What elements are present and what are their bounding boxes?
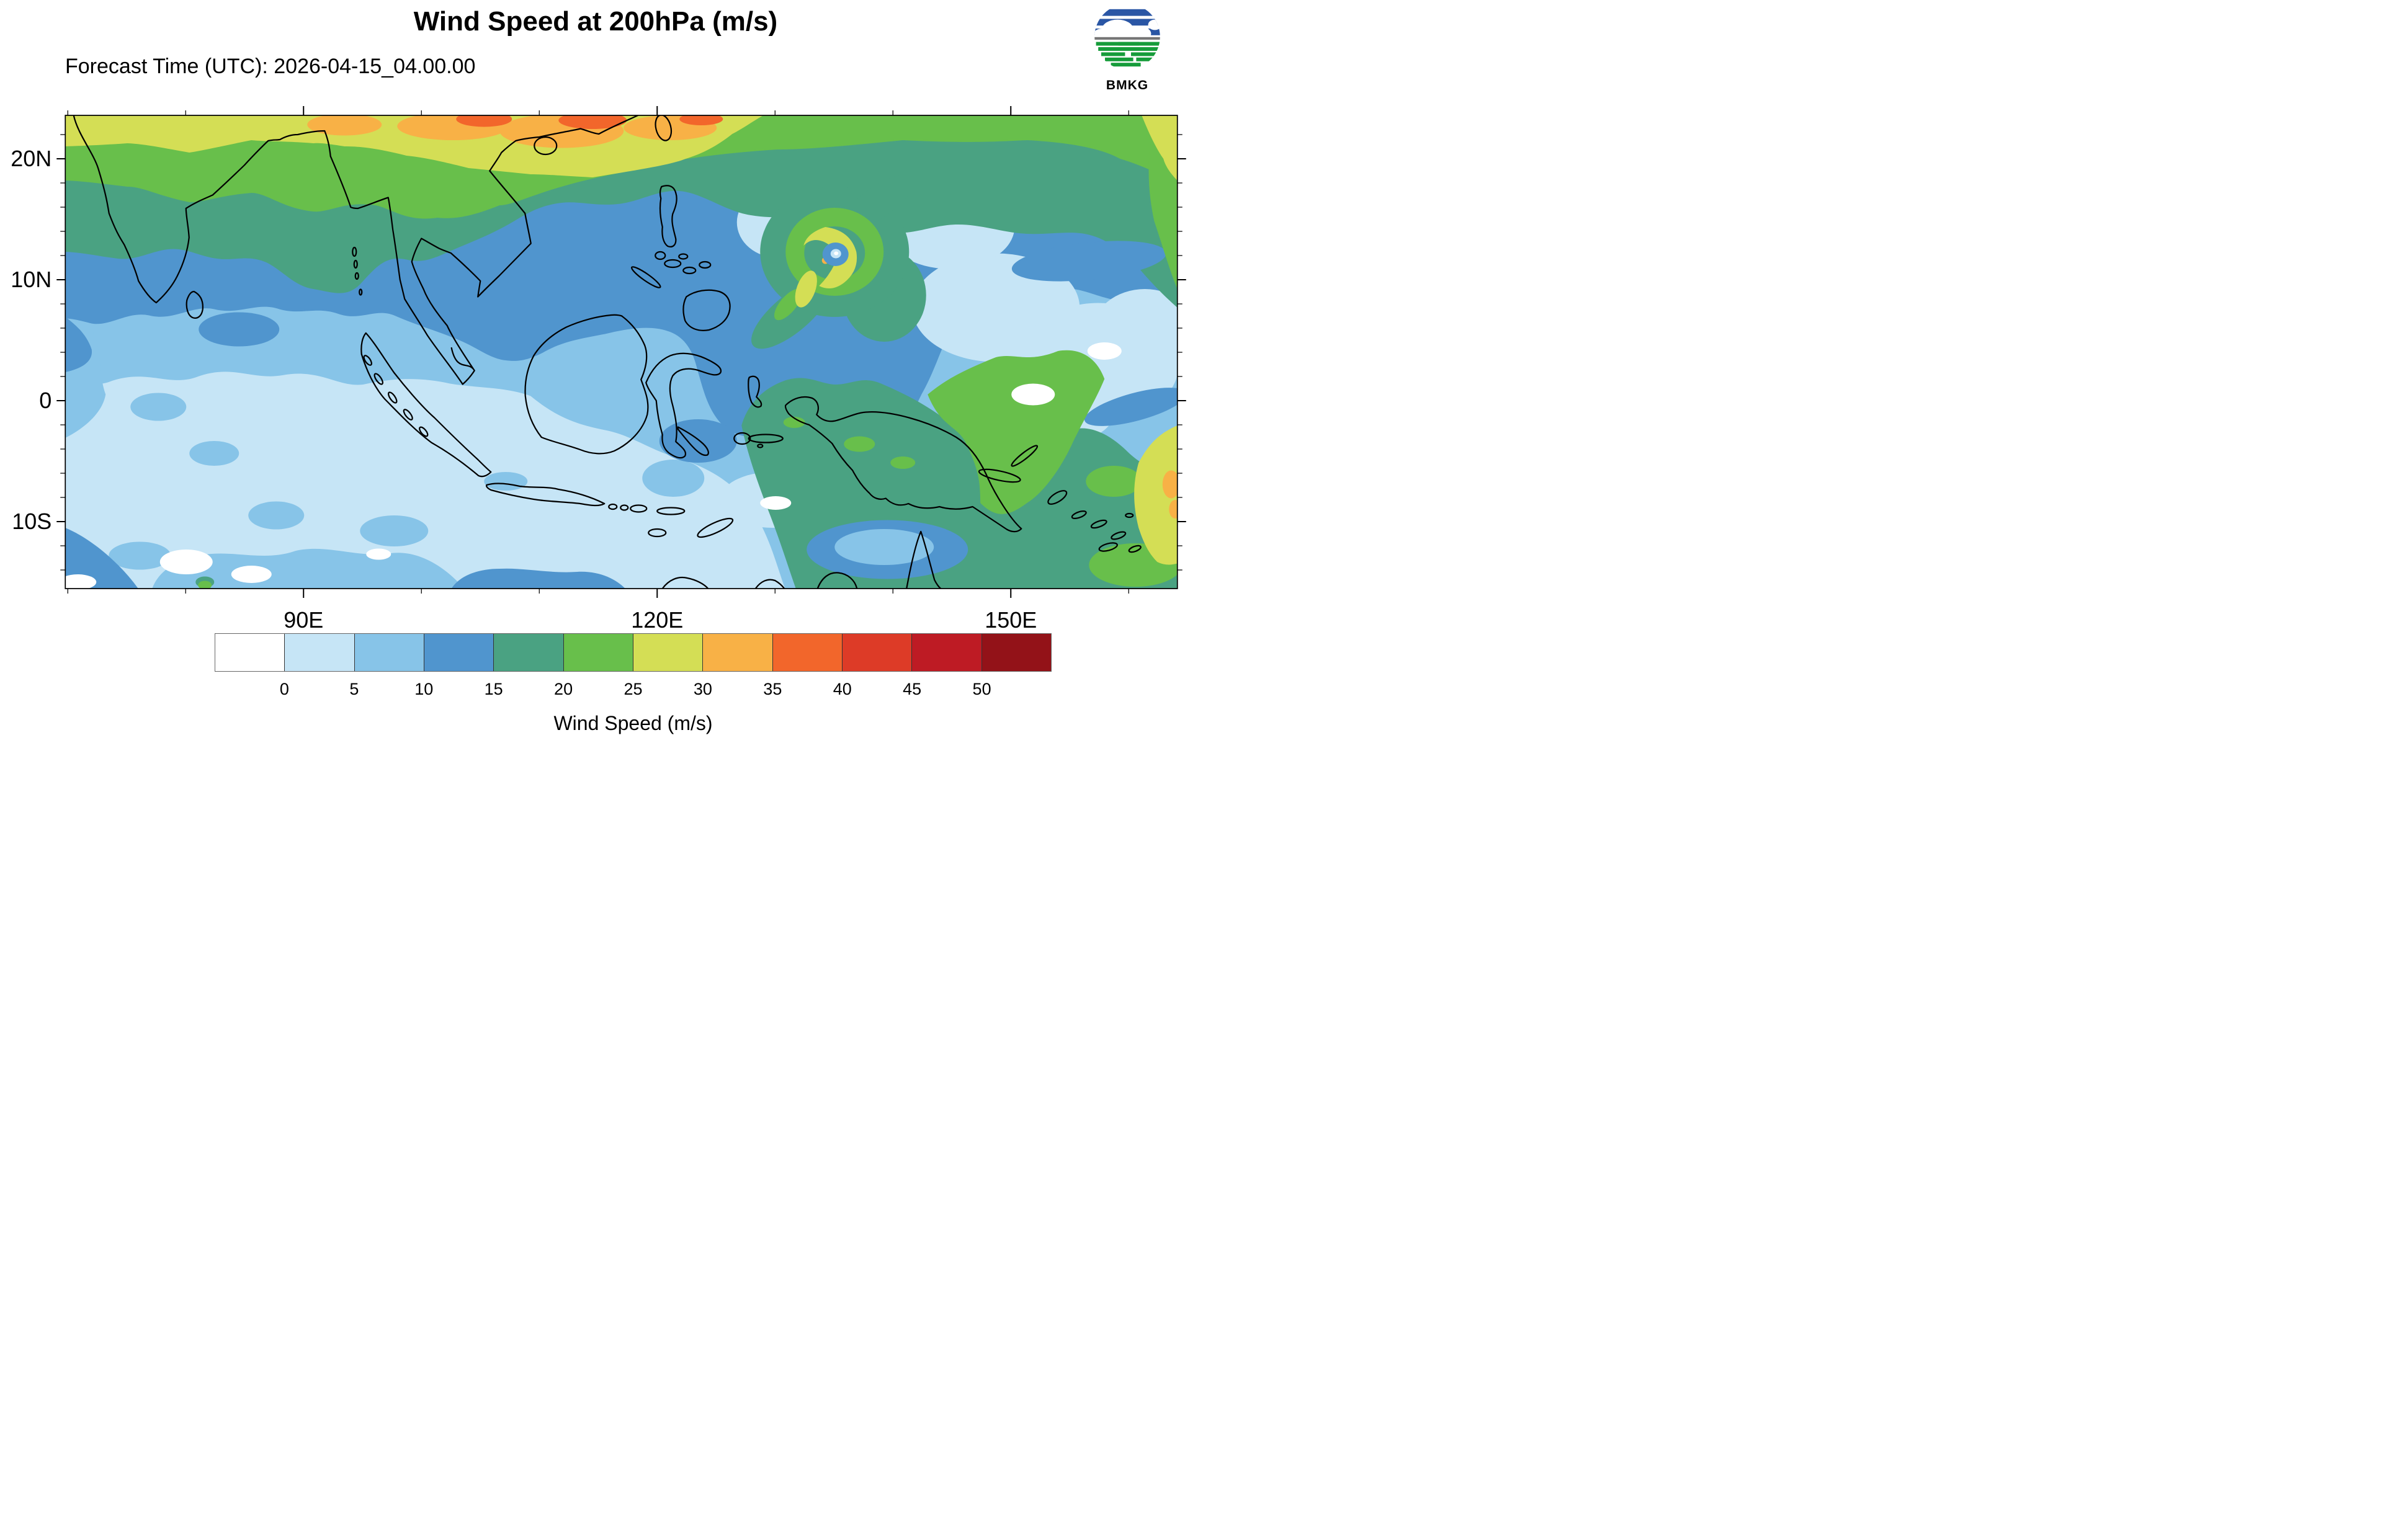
- colorbar-cell: [842, 634, 913, 671]
- colorbar-tick-label: 20: [554, 680, 573, 698]
- colorbar-tick-label: 40: [833, 680, 852, 698]
- colorbar-cell: [703, 634, 773, 671]
- axis-tick-label: 20N: [11, 146, 51, 171]
- axis-layer: 20N 10N 0 10S 90E 120E 150E: [11, 106, 1186, 633]
- colorbar-tick-label: 0: [279, 680, 289, 698]
- colorbar-cell: [633, 634, 704, 671]
- bmkg-windspeed-chart: Wind Speed at 200hPa (m/s) Forecast Time…: [0, 0, 1191, 770]
- colorbar-cell: [354, 634, 424, 671]
- colorbar-cell: [215, 634, 285, 671]
- colorbar-cell: [494, 634, 564, 671]
- axis-tick-label: 10N: [11, 267, 51, 292]
- colorbar-cell: [912, 634, 982, 671]
- windspeed-contour-map: 20N 10N 0 10S 90E 120E 150E: [11, 106, 1186, 633]
- colorbar-cell: [563, 634, 633, 671]
- contour-field: [65, 115, 1178, 589]
- bmkg-logo-label: BMKG: [1106, 78, 1149, 92]
- forecast-time-label: Forecast Time (UTC): 2026-04-15_04.00.00: [65, 55, 476, 78]
- colorbar-tick-label: 45: [903, 680, 922, 698]
- colorbar-cell: [285, 634, 355, 671]
- axis-tick-label: 10S: [12, 509, 51, 534]
- axis-tick-label: 0: [39, 388, 51, 413]
- colorbar-tick-label: 10: [414, 680, 434, 698]
- colorbar-tick-label: 5: [349, 680, 359, 698]
- colorbar-title: Wind Speed (m/s): [553, 712, 713, 734]
- map-area: 20N 10N 0 10S 90E 120E 150E: [11, 106, 1186, 633]
- colorbar-cell: [424, 634, 494, 671]
- axis-tick-label: 90E: [284, 607, 323, 633]
- colorbar-tick-label: 15: [484, 680, 503, 698]
- colorbar: [215, 633, 1052, 672]
- colorbar-tick-labels: 0 5 10 15 20 25 30 35 40 45 50: [215, 680, 1052, 701]
- bmkg-logo-icon: [1094, 4, 1160, 69]
- colorbar-tick-label: 50: [972, 680, 991, 698]
- bmkg-logo: BMKG: [1081, 2, 1174, 93]
- colorbar-cell: [981, 634, 1051, 671]
- axis-tick-label: 120E: [631, 607, 683, 633]
- page-title: Wind Speed at 200hPa (m/s): [413, 6, 778, 37]
- colorbar-tick-label: 35: [763, 680, 782, 698]
- axis-tick-label: 150E: [985, 607, 1037, 633]
- coastlines: [73, 115, 1142, 589]
- colorbar-cell: [772, 634, 843, 671]
- colorbar-tick-label: 30: [693, 680, 712, 698]
- colorbar-tick-label: 25: [624, 680, 643, 698]
